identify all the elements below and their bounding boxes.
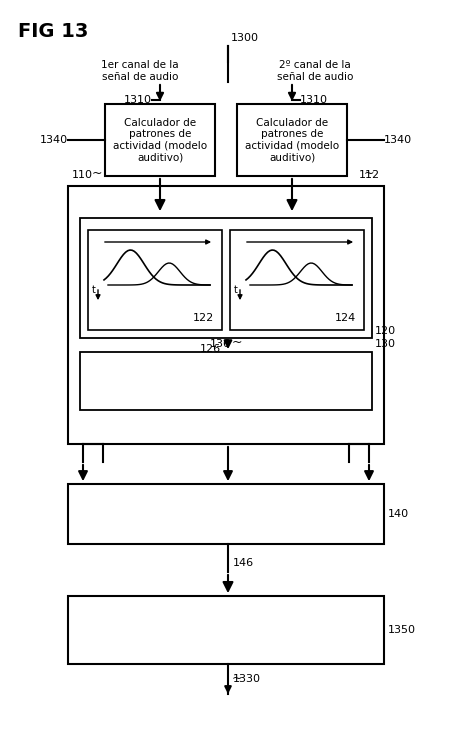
Bar — [237, 104, 347, 176]
Text: FIG 13: FIG 13 — [18, 22, 88, 41]
Text: 140: 140 — [388, 509, 409, 519]
Text: 124: 124 — [335, 313, 356, 323]
Text: ~: ~ — [232, 336, 243, 349]
Text: 2º canal de la
señal de audio: 2º canal de la señal de audio — [277, 60, 353, 82]
Bar — [68, 484, 384, 544]
Text: 122: 122 — [193, 313, 214, 323]
Text: 1340: 1340 — [40, 135, 68, 145]
Bar — [230, 230, 364, 330]
Text: Calculador de
patrones de
actividad (modelo
auditivo): Calculador de patrones de actividad (mod… — [245, 118, 339, 163]
Text: ~: ~ — [364, 167, 374, 180]
Text: 112: 112 — [359, 170, 380, 180]
Text: 146: 146 — [233, 558, 254, 568]
Text: t: t — [92, 285, 96, 295]
Text: 130: 130 — [375, 339, 396, 349]
Text: 136: 136 — [210, 339, 231, 349]
Text: t: t — [234, 285, 238, 295]
Text: 1350: 1350 — [388, 625, 416, 635]
Text: 1310: 1310 — [124, 95, 152, 105]
Bar — [88, 230, 222, 330]
Bar — [80, 218, 372, 338]
Text: 1340: 1340 — [384, 135, 412, 145]
Text: Calculador de
patrones de
actividad (modelo
auditivo): Calculador de patrones de actividad (mod… — [113, 118, 207, 163]
Text: 120: 120 — [375, 326, 396, 336]
Text: 1300: 1300 — [231, 33, 259, 43]
Bar — [80, 352, 372, 410]
Bar — [68, 186, 384, 444]
Bar — [68, 596, 384, 664]
Bar — [105, 104, 215, 176]
Text: ~: ~ — [232, 672, 243, 685]
Text: 1310: 1310 — [300, 95, 328, 105]
Text: 1330: 1330 — [233, 674, 261, 684]
Text: ~: ~ — [92, 167, 102, 180]
Text: 126: 126 — [200, 344, 221, 354]
Text: 1er canal de la
señal de audio: 1er canal de la señal de audio — [101, 60, 179, 82]
Text: 110: 110 — [72, 170, 93, 180]
